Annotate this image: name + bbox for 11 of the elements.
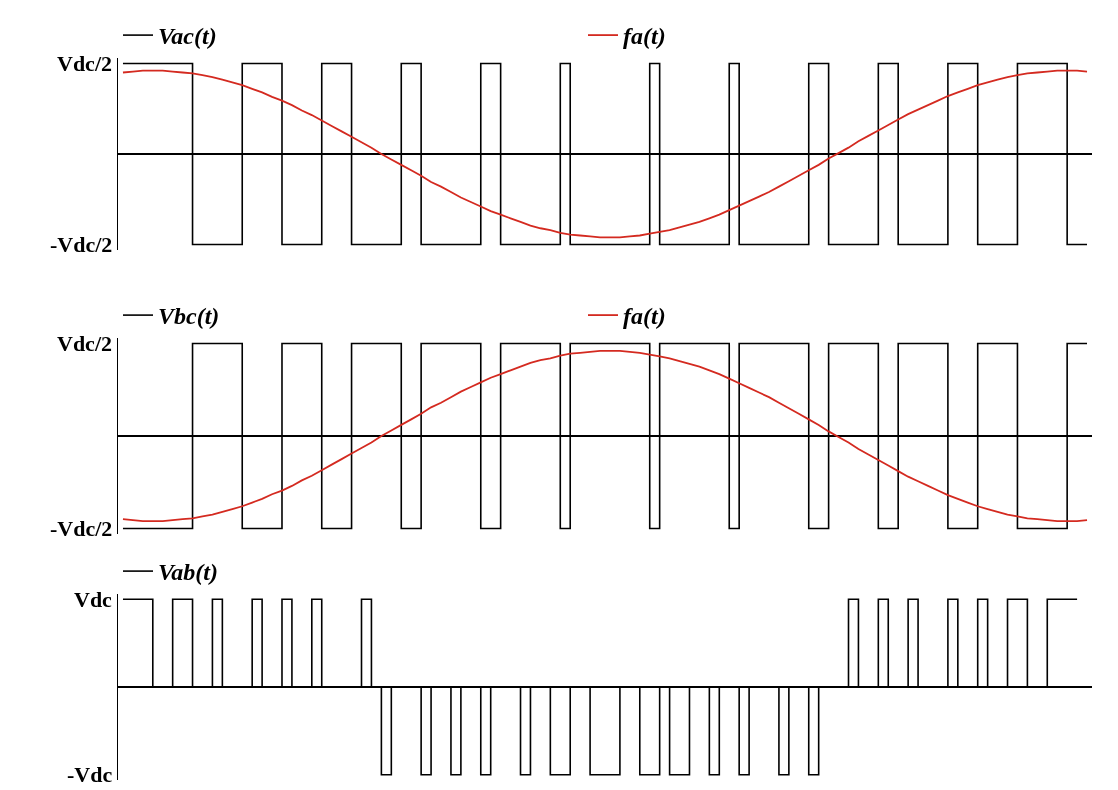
text: Vdc [74,587,113,612]
legend-label: Vbc(t) [158,303,220,330]
text: -Vdc/2 [50,232,113,257]
text: -Vdc/2 [50,516,113,541]
legend-label: Vab(t) [158,559,218,586]
text: -Vdc [67,762,113,787]
text: Vdc/2 [57,51,112,76]
legend-label: fa(t) [623,303,666,330]
legend-label: fa(t) [623,23,666,50]
legend-label: Vac(t) [158,23,217,50]
text: Vdc/2 [57,331,112,356]
